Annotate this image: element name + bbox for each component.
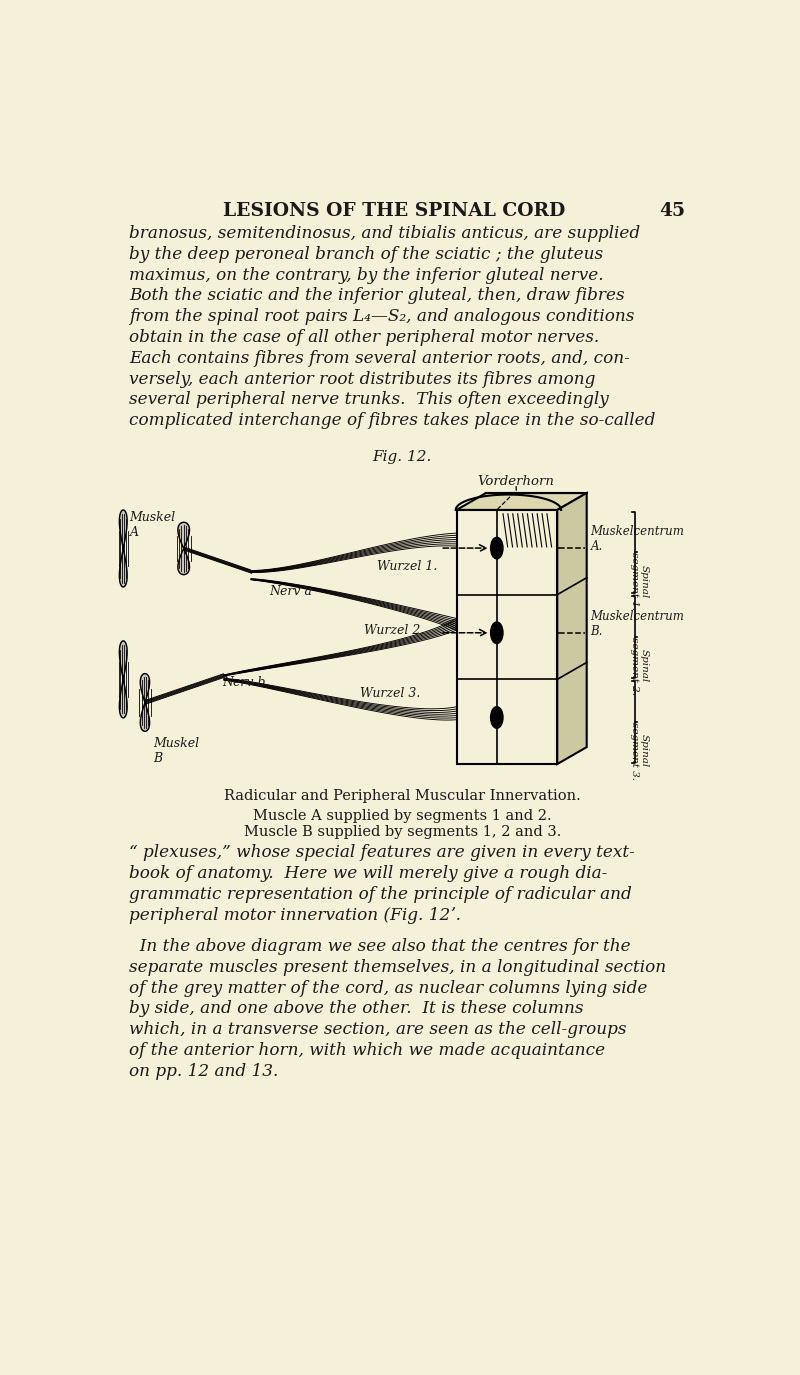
Text: by the deep peroneal branch of the sciatic ; the gluteus: by the deep peroneal branch of the sciat… — [130, 246, 603, 263]
Ellipse shape — [490, 707, 503, 729]
Text: Wurzel 3.: Wurzel 3. — [360, 688, 420, 700]
Text: Muskelcentrum
B.: Muskelcentrum B. — [590, 609, 685, 638]
Ellipse shape — [490, 538, 503, 558]
Text: which, in a transverse section, are seen as the cell-groups: which, in a transverse section, are seen… — [130, 1022, 627, 1038]
Text: Fig. 12.: Fig. 12. — [373, 450, 432, 463]
Polygon shape — [140, 674, 150, 732]
Text: several peripheral nerve trunks.  This often exceedingly: several peripheral nerve trunks. This of… — [130, 392, 610, 408]
Text: Wurzel 1.: Wurzel 1. — [378, 560, 438, 573]
Text: Spinal
segment 1.: Spinal segment 1. — [630, 553, 649, 610]
Polygon shape — [457, 494, 586, 510]
Text: “ plexuses,” whose special features are given in every text-: “ plexuses,” whose special features are … — [130, 844, 635, 861]
Text: Muskel
A: Muskel A — [130, 512, 176, 539]
Text: grammatic representation of the principle of radicular and: grammatic representation of the principl… — [130, 886, 632, 903]
Text: versely, each anterior root distributes its fibres among: versely, each anterior root distributes … — [130, 371, 596, 388]
Text: obtain in the case of all other peripheral motor nerves.: obtain in the case of all other peripher… — [130, 329, 600, 346]
Polygon shape — [119, 641, 127, 718]
Polygon shape — [119, 510, 127, 587]
Text: Muscle A supplied by segments 1 and 2.: Muscle A supplied by segments 1 and 2. — [253, 808, 551, 822]
Ellipse shape — [490, 622, 503, 644]
Polygon shape — [457, 510, 558, 765]
Text: maximus, on the contrary, by the inferior gluteal nerve.: maximus, on the contrary, by the inferio… — [130, 267, 604, 283]
Text: Muscle B supplied by segments 1, 2 and 3.: Muscle B supplied by segments 1, 2 and 3… — [243, 825, 561, 839]
Text: Both the sciatic and the inferior gluteal, then, draw fibres: Both the sciatic and the inferior glutea… — [130, 287, 625, 304]
Polygon shape — [178, 522, 190, 575]
Text: Muskel
B: Muskel B — [153, 737, 199, 764]
Text: from the spinal root pairs L₄—S₂, and analogous conditions: from the spinal root pairs L₄—S₂, and an… — [130, 308, 635, 326]
Text: 45: 45 — [659, 202, 685, 220]
Text: Nerv a: Nerv a — [269, 586, 312, 598]
Text: In the above diagram we see also that the centres for the: In the above diagram we see also that th… — [130, 938, 631, 956]
Text: LESIONS OF THE SPINAL CORD: LESIONS OF THE SPINAL CORD — [223, 202, 566, 220]
Text: Spinal
segment 3.: Spinal segment 3. — [630, 722, 649, 780]
Text: by side, and one above the other.  It is these columns: by side, and one above the other. It is … — [130, 1001, 584, 1018]
Text: of the grey matter of the cord, as nuclear columns lying side: of the grey matter of the cord, as nucle… — [130, 979, 648, 997]
Text: Spinal
segment 2.: Spinal segment 2. — [630, 637, 649, 694]
Text: separate muscles present themselves, in a longitudinal section: separate muscles present themselves, in … — [130, 958, 666, 976]
Text: Each contains fibres from several anterior roots, and, con-: Each contains fibres from several anteri… — [130, 349, 630, 367]
Text: complicated interchange of fibres takes place in the so-called: complicated interchange of fibres takes … — [130, 412, 656, 429]
Text: of the anterior horn, with which we made acquaintance: of the anterior horn, with which we made… — [130, 1042, 606, 1059]
Text: peripheral motor innervation (Fig. 12ʼ.: peripheral motor innervation (Fig. 12ʼ. — [130, 906, 462, 924]
Text: Muskelcentrum
A.: Muskelcentrum A. — [590, 525, 685, 553]
Text: book of anatomy.  Here we will merely give a rough dia-: book of anatomy. Here we will merely giv… — [130, 865, 608, 881]
Text: on pp. 12 and 13.: on pp. 12 and 13. — [130, 1063, 279, 1079]
Text: Nerv b.: Nerv b. — [222, 675, 270, 689]
Text: Radicular and Peripheral Muscular Innervation.: Radicular and Peripheral Muscular Innerv… — [224, 789, 581, 803]
Text: branosus, semitendinosus, and tibialis anticus, are supplied: branosus, semitendinosus, and tibialis a… — [130, 226, 641, 242]
Text: Wurzel 2.: Wurzel 2. — [363, 624, 424, 637]
Polygon shape — [558, 494, 586, 765]
Text: Vorderhorn: Vorderhorn — [478, 476, 554, 488]
